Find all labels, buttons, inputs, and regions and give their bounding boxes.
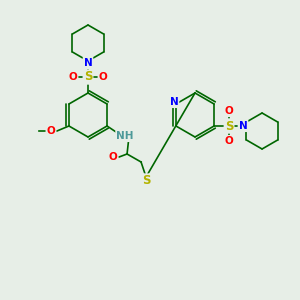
Text: N: N bbox=[239, 121, 248, 131]
Text: S: S bbox=[142, 175, 150, 188]
Text: N: N bbox=[84, 58, 92, 68]
Text: O: O bbox=[225, 106, 233, 116]
Text: N: N bbox=[169, 97, 178, 107]
Text: S: S bbox=[84, 70, 92, 83]
Text: NH: NH bbox=[116, 131, 134, 141]
Text: O: O bbox=[46, 126, 55, 136]
Text: O: O bbox=[99, 72, 107, 82]
Text: O: O bbox=[69, 72, 77, 82]
Text: O: O bbox=[109, 152, 117, 162]
Text: O: O bbox=[225, 136, 233, 146]
Text: S: S bbox=[225, 119, 233, 133]
